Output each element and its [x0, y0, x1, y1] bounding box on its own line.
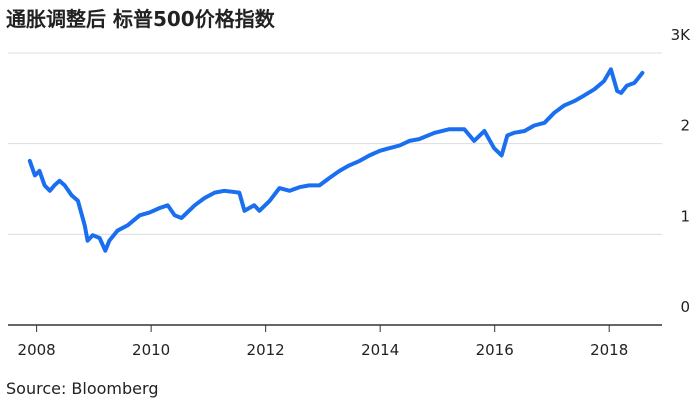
x-tick-label: 2016	[476, 341, 514, 359]
x-tick-label: 2014	[361, 341, 399, 359]
x-tick-label: 2018	[590, 341, 628, 359]
x-tick-label: 2010	[132, 341, 170, 359]
y-tick-label: 1	[680, 207, 690, 225]
chart-title: 通胀调整后 标普500价格指数	[6, 7, 276, 31]
x-tick-label: 2008	[18, 341, 56, 359]
x-tick-label: 2012	[247, 341, 285, 359]
line	[27, 67, 645, 253]
y-tick-label: 0	[680, 298, 690, 316]
y-tick-label: 3K	[671, 26, 692, 44]
source: Source: Bloomberg	[6, 379, 158, 398]
y-tick-label: 2	[680, 117, 690, 135]
